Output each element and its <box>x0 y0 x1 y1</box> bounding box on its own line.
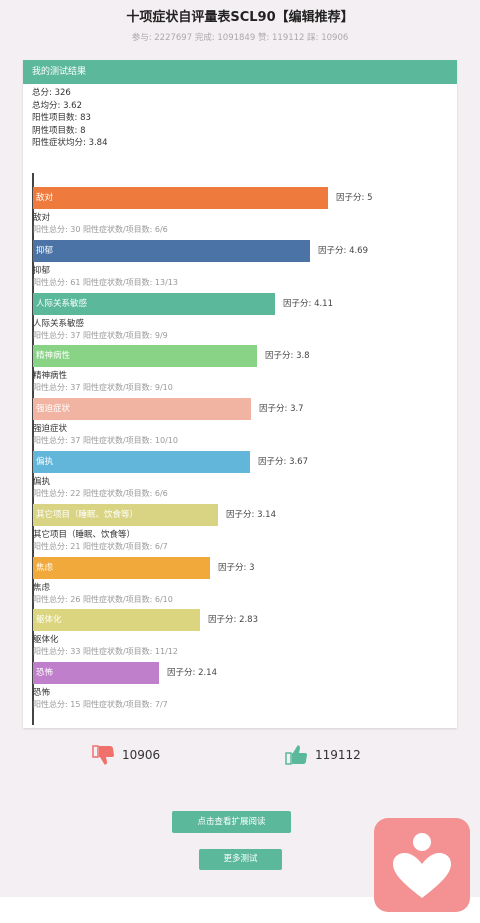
heart-person-icon <box>393 833 451 898</box>
floating-app-button[interactable] <box>374 818 470 912</box>
more-tests-button[interactable]: 更多测试 <box>199 849 282 870</box>
bar-label: 恐怖 <box>36 668 54 679</box>
factor-name: 敌对 <box>33 213 51 223</box>
score-summary: 总分: 326 总均分: 3.62 阳性项目数: 83 阴性项目数: 8 阳性症… <box>32 87 108 150</box>
chart-axis <box>32 173 34 725</box>
factor-score: 因子分: 3.67 <box>258 457 308 467</box>
thumb-up-icon <box>285 745 307 765</box>
factor-stats: 阳性总分: 21 阳性症状数/项目数: 6/7 <box>33 541 168 551</box>
factor-name: 焦虑 <box>33 582 51 593</box>
factor-score: 因子分: 3 <box>218 562 255 573</box>
factor-score: 因子分: 3.7 <box>259 404 304 415</box>
factor-bar: 躯体化 <box>33 609 200 632</box>
factor-bar: 人际关系敏感 <box>33 292 275 315</box>
factor-bar: 敌对 <box>33 187 328 209</box>
factor-score: 因子分: 5 <box>336 193 373 203</box>
factor-bar: 精神病性 <box>33 345 257 368</box>
bar-label: 精神病性 <box>36 351 71 362</box>
bar-label: 人际关系敏感 <box>36 298 88 309</box>
factor-score: 因子分: 2.14 <box>167 668 217 679</box>
factor-bar: 偏执 <box>33 451 250 473</box>
factor-score: 因子分: 4.11 <box>283 298 333 309</box>
summary-positive-average: 阳性症状均分: 3.84 <box>32 138 108 148</box>
factor-score: 因子分: 4.69 <box>318 245 368 256</box>
bar-label: 敌对 <box>36 193 54 203</box>
bar-label: 躯体化 <box>36 615 62 626</box>
factor-stats: 阳性总分: 37 阳性症状数/项目数: 9/10 <box>33 383 173 393</box>
factor-stats: 阳性总分: 37 阳性症状数/项目数: 9/9 <box>33 330 168 340</box>
bar-label: 强迫症状 <box>36 404 71 415</box>
factor-name: 强迫症状 <box>33 424 68 435</box>
factor-stats: 阳性总分: 33 阳性症状数/项目数: 11/12 <box>33 647 178 657</box>
factor-name: 抑郁 <box>33 265 51 276</box>
summary-negative-count: 阴性项目数: 8 <box>32 125 86 136</box>
factor-stats: 阳性总分: 30 阳性症状数/项目数: 6/6 <box>33 225 168 234</box>
factor-name: 偏执 <box>33 477 51 487</box>
factor-name: 人际关系敏感 <box>33 318 85 329</box>
dislike-button[interactable]: 10906 <box>92 744 160 766</box>
factor-stats: 阳性总分: 37 阳性症状数/项目数: 10/10 <box>33 436 178 446</box>
factor-stats: 阳性总分: 61 阳性症状数/项目数: 13/13 <box>33 277 178 287</box>
factor-bar: 其它项目（睡眠、饮食等） <box>33 503 218 526</box>
factor-score: 因子分: 3.8 <box>265 351 310 362</box>
factor-bar: 恐怖 <box>33 662 159 685</box>
dislike-count: 10906 <box>122 748 161 762</box>
factor-name: 恐怖 <box>33 688 51 699</box>
summary-average: 总均分: 3.62 <box>32 100 82 111</box>
factor-name: 躯体化 <box>33 635 59 646</box>
like-count: 119112 <box>315 748 361 762</box>
factor-bar: 焦虑 <box>33 556 210 579</box>
thumb-down-icon <box>92 745 114 765</box>
factor-stats: 阳性总分: 22 阳性症状数/项目数: 6/6 <box>33 489 168 498</box>
page-title: 十项症状自评量表SCL90【编辑推荐】 <box>126 10 354 25</box>
factor-name: 其它项目（睡眠、饮食等） <box>33 529 136 540</box>
bar-label: 焦虑 <box>36 562 54 573</box>
factor-bar: 强迫症状 <box>33 398 251 421</box>
bar-label: 其它项目（睡眠、饮食等） <box>36 509 139 520</box>
factor-score: 因子分: 2.83 <box>208 615 258 626</box>
factor-score: 因子分: 3.14 <box>226 509 276 520</box>
factor-stats: 阳性总分: 26 阳性症状数/项目数: 6/10 <box>33 594 173 604</box>
result-card-header: 我的测试结果 <box>23 60 457 84</box>
bar-label: 抑郁 <box>36 245 54 256</box>
factor-name: 精神病性 <box>33 371 68 382</box>
summary-total: 总分: 326 <box>32 88 71 98</box>
factor-bar: 抑郁 <box>33 239 310 262</box>
extend-reading-button[interactable]: 点击查看扩展阅读 <box>172 811 291 833</box>
summary-positive-count: 阳性项目数: 83 <box>32 113 91 123</box>
result-card: 我的测试结果 总分: 326 总均分: 3.62 阳性项目数: 83 阴性项目数… <box>23 60 457 728</box>
factor-stats: 阳性总分: 15 阳性症状数/项目数: 7/7 <box>33 700 168 710</box>
bar-label: 偏执 <box>36 457 54 467</box>
test-stats: 参与: 2227697 完成: 1091849 赞: 119112 踩: 109… <box>131 33 349 43</box>
like-button[interactable]: 119112 <box>285 744 361 766</box>
